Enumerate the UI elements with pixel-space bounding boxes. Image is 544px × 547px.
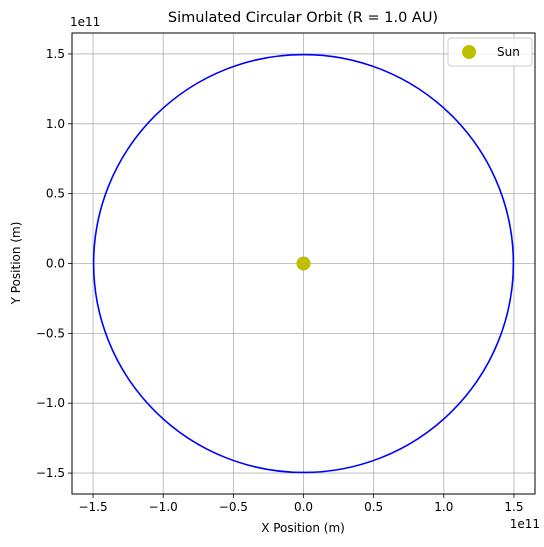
- y-tick-label: 1.5: [46, 47, 65, 61]
- y-tick-label: 1.0: [46, 117, 65, 131]
- y-tick-label: −1.0: [36, 396, 65, 410]
- y-tick-label: −0.5: [36, 326, 65, 340]
- x-tick-label: 1.5: [504, 500, 523, 514]
- chart-title: Simulated Circular Orbit (R = 1.0 AU): [168, 10, 438, 26]
- x-tick-label: 0.0: [294, 500, 313, 514]
- legend-label-sun: Sun: [497, 45, 520, 59]
- y-tick-label: 0.5: [46, 187, 65, 201]
- x-tick-label: −1.5: [78, 500, 107, 514]
- legend: Sun: [447, 37, 533, 67]
- x-tick-label: 0.5: [364, 500, 383, 514]
- x-tick-label: 1.0: [434, 500, 453, 514]
- x-offset-label: 1e11: [510, 517, 540, 531]
- orbit-path: [92, 53, 515, 474]
- x-axis-label: X Position (m): [261, 521, 345, 535]
- series-layer: [92, 53, 515, 474]
- y-axis-label: Y Position (m): [9, 222, 23, 306]
- legend-marker-sun: [462, 45, 476, 59]
- y-tick-label: 0.0: [46, 257, 65, 271]
- ticks: −1.5 −1.0 −0.5 0.0 0.5 1.0 1.5 −1.5 −1.0 −0.5 0.0 0…: [36, 47, 524, 514]
- x-tick-label: −1.0: [149, 500, 178, 514]
- y-tick-label: −1.5: [36, 466, 65, 480]
- sun-marker: [296, 256, 311, 271]
- y-offset-label: 1e11: [70, 15, 100, 29]
- x-tick-label: −0.5: [219, 500, 248, 514]
